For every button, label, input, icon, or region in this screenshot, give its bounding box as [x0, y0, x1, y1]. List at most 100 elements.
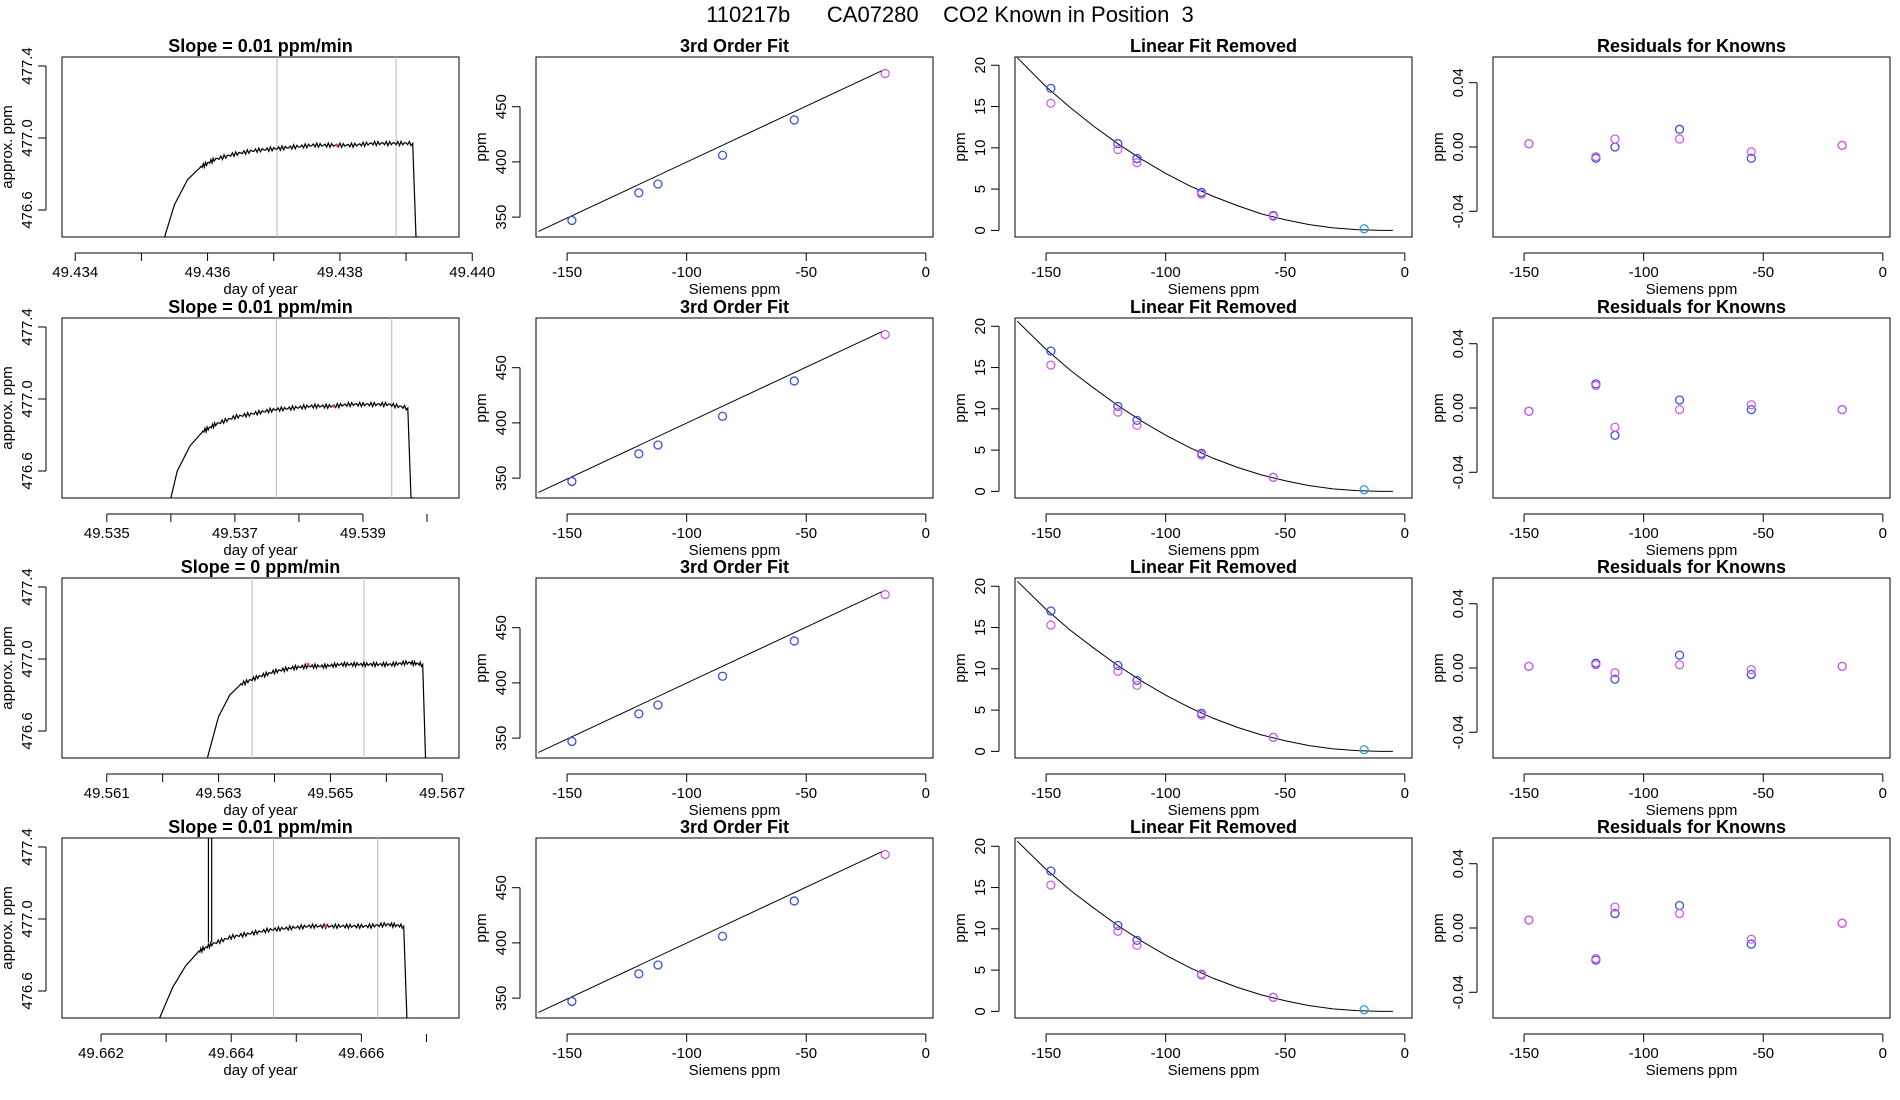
y-axis-label: ppm [952, 393, 969, 422]
data-point [1746, 147, 1756, 157]
x-axis-label: Siemens ppm [1168, 802, 1260, 819]
x-tick-label: -150 [552, 525, 582, 542]
data-point [717, 671, 728, 681]
data-point [1610, 142, 1620, 152]
data-point [1524, 661, 1534, 672]
data-point [1113, 660, 1123, 671]
y-tick-label: 0 [972, 1007, 989, 1015]
data-point [1746, 153, 1756, 163]
data-point [1196, 710, 1207, 720]
panel-1-1: Slope = 0.01 ppm/min 49.434 49.436 49.438 49… [0, 36, 495, 298]
x-axis-label: Siemens ppm [689, 1062, 781, 1079]
data-point [653, 960, 663, 970]
plot-frame [1014, 837, 1413, 1019]
data-point [1268, 732, 1278, 743]
plot-frame [61, 317, 460, 499]
y-tick-label: 5 [972, 185, 989, 193]
data-point [789, 636, 799, 646]
y-tick-label: 400 [493, 930, 510, 955]
x-tick-label: 49.434 [52, 264, 98, 281]
plot-frame [1492, 317, 1891, 499]
plot-frame [61, 577, 460, 759]
y-tick-label: 350 [493, 205, 510, 230]
data-point [880, 68, 890, 79]
y-axis-label: approx. ppm [0, 105, 16, 188]
x-tick-label: 49.664 [208, 1045, 254, 1062]
y-axis-label: ppm [1430, 393, 1447, 422]
panel-4-3: Linear Fit Removed -150 -100 -50 0 Siemens pp… [952, 817, 1413, 1079]
y-axis-label: ppm [473, 913, 490, 942]
data-point [567, 736, 577, 747]
panel-title: Slope = 0.01 ppm/min [168, 36, 353, 56]
data-point [1046, 98, 1056, 108]
panel-title: Linear Fit Removed [1130, 817, 1297, 837]
x-tick-label: 49.537 [212, 525, 258, 542]
y-tick-label: 5 [972, 706, 989, 714]
y-tick-label: 400 [493, 410, 510, 435]
data-point [1524, 139, 1534, 149]
concentration-trace [170, 400, 415, 498]
x-tick-label: -150 [1509, 785, 1539, 802]
y-tick-label: -0.04 [1450, 715, 1467, 749]
data-point [634, 709, 644, 719]
x-tick-label: 0 [922, 785, 930, 802]
data-point [1746, 669, 1756, 680]
y-tick-label: 350 [493, 466, 510, 491]
data-point [1196, 189, 1207, 199]
plot-frame [61, 837, 460, 1019]
x-tick-label: -50 [1752, 1045, 1774, 1062]
x-axis-label: Siemens ppm [1646, 802, 1738, 819]
fit-curve [1017, 320, 1393, 492]
plot-area [1524, 900, 1847, 965]
x-tick-label: -150 [1031, 525, 1061, 542]
x-tick-label: 49.666 [338, 1045, 384, 1062]
panel-2-4: Residuals for Knowns -150 -100 -50 0 Siemens … [1430, 297, 1891, 559]
plot-frame [1492, 837, 1891, 1019]
panel-3-3: Linear Fit Removed -150 -100 -50 0 Siemens pp… [952, 557, 1413, 819]
y-tick-label: 450 [493, 94, 510, 119]
x-tick-label: -100 [1629, 264, 1659, 281]
data-point [1113, 139, 1123, 149]
data-point [1524, 406, 1534, 416]
x-tick-label: 49.539 [340, 525, 386, 542]
x-tick-label: -50 [795, 785, 817, 802]
y-tick-label: 5 [972, 446, 989, 454]
panel-1-3: Linear Fit Removed -150 -100 -50 0 Siemens pp… [952, 36, 1413, 298]
x-tick-label: 0 [1879, 1045, 1887, 1062]
x-axis-label: Siemens ppm [1646, 1062, 1738, 1079]
fit-line [538, 589, 886, 753]
x-tick-label: 49.662 [78, 1045, 124, 1062]
data-point [717, 931, 728, 941]
y-tick-label: 476.6 [19, 712, 36, 750]
y-tick-label: -0.04 [1450, 975, 1467, 1009]
x-tick-label: -100 [1151, 525, 1181, 542]
x-tick-label: -50 [1752, 264, 1774, 281]
data-point [567, 476, 577, 487]
x-tick-label: 49.440 [449, 264, 495, 281]
fit-curve [1017, 580, 1393, 752]
x-axis-label: Siemens ppm [1646, 281, 1738, 298]
data-point [1113, 920, 1123, 931]
y-axis-label: ppm [473, 132, 490, 161]
data-point [634, 449, 644, 459]
panel-1-2: 3rd Order Fit -150 -100 -50 0 Siemens ppm 350 4… [473, 36, 934, 298]
data-point [1113, 407, 1123, 417]
x-tick-label: 0 [1401, 785, 1409, 802]
x-tick-label: -100 [672, 264, 702, 281]
y-tick-label: 0 [972, 487, 989, 495]
y-tick-label: 477.0 [19, 900, 36, 938]
x-tick-label: -150 [1509, 1045, 1539, 1062]
x-tick-label: -50 [1274, 525, 1296, 542]
x-axis-label: Siemens ppm [689, 542, 781, 559]
plot-frame [1014, 56, 1413, 238]
y-axis-label: ppm [952, 653, 969, 682]
x-tick-label: 0 [1879, 785, 1887, 802]
data-point [1746, 934, 1756, 944]
data-point [1837, 918, 1847, 928]
panel-1-4: Residuals for Knowns -150 -100 -50 0 Siemens … [1430, 36, 1891, 298]
data-point [1268, 992, 1278, 1003]
y-tick-label: 477.0 [19, 119, 36, 157]
plot-frame [535, 317, 934, 499]
panel-3-1: Slope = 0 ppm/min 49.561 49.563 49.565 49.56… [0, 557, 465, 819]
